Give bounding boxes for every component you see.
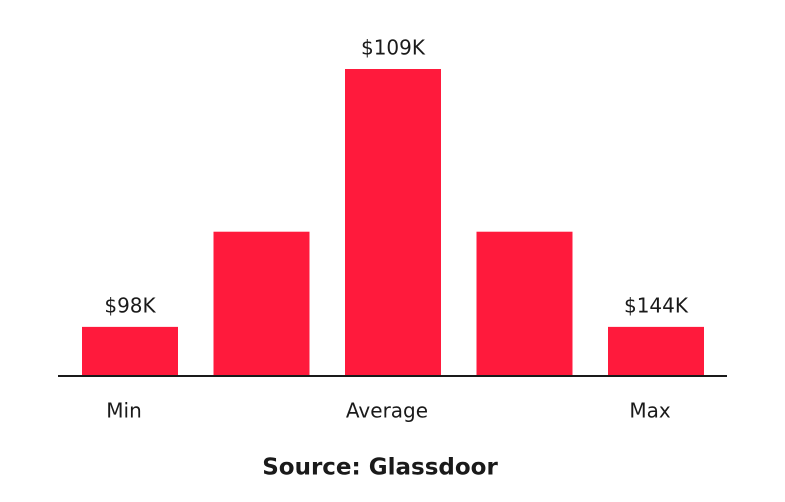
x-tick-label: Average <box>346 399 428 423</box>
x-tick-label: Min <box>106 399 142 423</box>
bar <box>476 231 573 376</box>
bar-label: $98K <box>104 293 156 317</box>
source-note: Source: Glassdoor <box>262 455 498 481</box>
bar <box>213 231 310 376</box>
bar-label: $144K <box>624 293 689 317</box>
x-tick-label: Max <box>629 399 671 423</box>
bar <box>82 326 178 376</box>
bar <box>608 326 704 376</box>
bar-label: $109K <box>361 36 426 60</box>
bar <box>345 69 441 376</box>
